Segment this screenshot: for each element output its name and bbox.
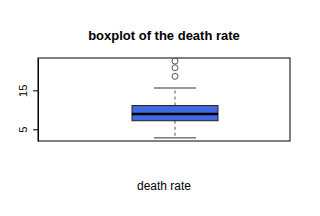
y-axis-line	[38, 59, 39, 142]
chart-root: boxplot of the death rate death rate 5 15	[0, 0, 320, 216]
lower-whisker	[175, 121, 176, 138]
y-tick-label: 15	[17, 85, 29, 97]
y-tick-mark	[33, 129, 38, 130]
lower-cap	[154, 137, 196, 138]
plot-area	[132, 58, 218, 138]
box	[132, 106, 218, 121]
y-axis: 5 15	[17, 59, 39, 142]
upper-cap	[154, 88, 196, 89]
median	[132, 113, 218, 116]
y-tick: 5	[17, 127, 38, 133]
y-tick-label: 5	[17, 127, 29, 133]
y-tick: 15	[17, 85, 38, 97]
chart-title: boxplot of the death rate	[88, 28, 240, 43]
plot-frame	[38, 58, 290, 141]
outlier	[172, 73, 178, 79]
y-tick-mark	[33, 90, 38, 91]
upper-whisker	[175, 88, 176, 106]
outlier	[172, 58, 178, 64]
x-axis-title: death rate	[137, 179, 191, 193]
outlier	[172, 65, 178, 71]
